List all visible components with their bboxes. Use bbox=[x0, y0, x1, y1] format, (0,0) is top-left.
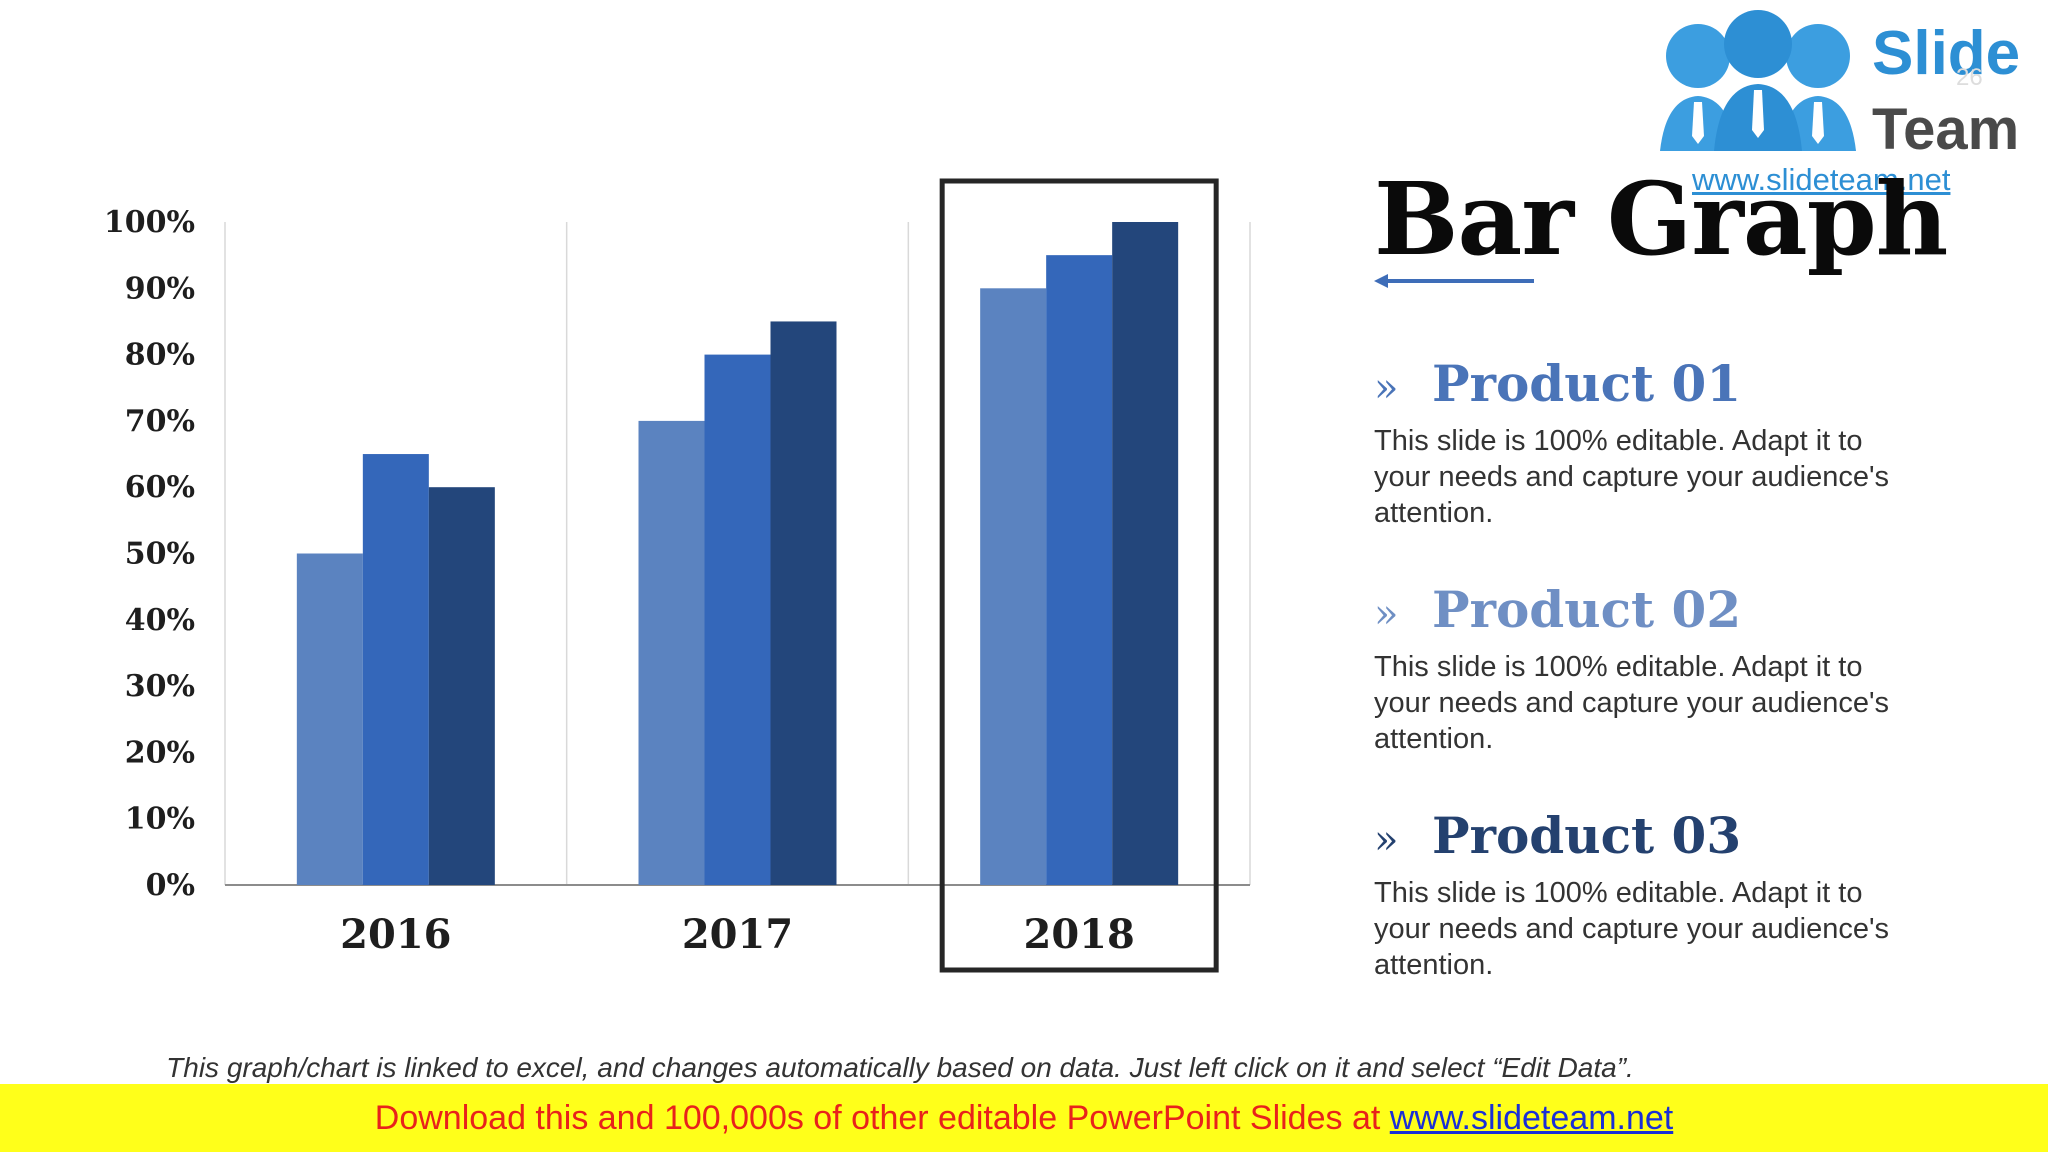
team-people-icon bbox=[1660, 10, 1856, 151]
bar-2018-series-1[interactable] bbox=[980, 288, 1047, 885]
chevron-right-icon: » bbox=[1374, 591, 1399, 637]
y-tick-label: 40% bbox=[125, 603, 195, 638]
bar-2016-series-2[interactable] bbox=[362, 454, 429, 885]
product-name: Product 01 bbox=[1432, 354, 1742, 413]
highlight-box bbox=[939, 178, 1219, 973]
product-02: » Product 02 This slide is 100% editable… bbox=[1374, 580, 1894, 757]
logo-url[interactable]: www.slideteam.net bbox=[1692, 162, 1951, 197]
x-tick-label: 2017 bbox=[682, 911, 793, 958]
y-tick-label: 80% bbox=[125, 338, 195, 373]
y-tick-label: 0% bbox=[146, 868, 195, 903]
product-01: » Product 01 This slide is 100% editable… bbox=[1374, 354, 1894, 531]
chart-footnote: This graph/chart is linked to excel, and… bbox=[166, 1052, 1634, 1083]
y-tick-label: 50% bbox=[125, 537, 195, 572]
product-description: This slide is 100% editable. Adapt it to… bbox=[1374, 425, 1889, 529]
y-tick-label: 20% bbox=[125, 735, 195, 770]
bar-2017-series-1[interactable] bbox=[638, 420, 705, 885]
logo-word-slide: Slide bbox=[1872, 19, 2021, 88]
bar-2018-series-2[interactable] bbox=[1046, 255, 1113, 885]
page-number: 26 bbox=[1956, 64, 1983, 91]
slide-title: Bar Graph bbox=[1374, 160, 1948, 278]
product-description: This slide is 100% editable. Adapt it to… bbox=[1374, 877, 1889, 981]
bar-2017-series-3[interactable] bbox=[770, 321, 837, 885]
bar-2017-series-2[interactable] bbox=[704, 354, 771, 886]
product-03: » Product 03 This slide is 100% editable… bbox=[1374, 806, 1894, 983]
logo-word-team: Team bbox=[1872, 97, 2020, 162]
y-tick-label: 100% bbox=[104, 205, 195, 240]
product-name: Product 02 bbox=[1432, 580, 1742, 639]
chevron-right-icon: » bbox=[1374, 817, 1399, 863]
y-tick-label: 70% bbox=[125, 404, 195, 439]
y-tick-label: 60% bbox=[125, 470, 195, 505]
y-tick-label: 30% bbox=[125, 669, 195, 704]
download-banner: Download this and 100,000s of other edit… bbox=[0, 1084, 2048, 1152]
banner-link[interactable]: www.slideteam.net bbox=[1389, 1099, 1674, 1137]
banner-text: Download this and 100,000s of other edit… bbox=[374, 1099, 1390, 1137]
left-arrow-icon bbox=[1374, 274, 1534, 288]
bar-chart: 0%10%20%30%40%50%60%70%80%90%100% 2016 20… bbox=[104, 178, 1251, 973]
x-axis-ticks: 2016 2017 2018 bbox=[340, 911, 1135, 958]
y-tick-label: 90% bbox=[125, 271, 195, 306]
x-tick-label: 2016 bbox=[340, 911, 451, 958]
highlight-box-group bbox=[939, 178, 1219, 973]
y-axis-ticks: 0% 10% 20% 30% 40% 50% 60% 70% 80% 90% 100% bbox=[104, 205, 195, 903]
bar-2016-series-1[interactable] bbox=[296, 553, 363, 886]
x-tick-label: 2018 bbox=[1024, 911, 1135, 958]
chevron-right-icon: » bbox=[1374, 365, 1399, 411]
product-description: This slide is 100% editable. Adapt it to… bbox=[1374, 651, 1889, 755]
product-name: Product 03 bbox=[1432, 806, 1742, 865]
chart-bars bbox=[296, 222, 1179, 886]
y-tick-label: 10% bbox=[125, 802, 195, 837]
slideteam-logo: Slide Team www.slideteam.net bbox=[1640, 0, 2040, 200]
bar-2018-series-3[interactable] bbox=[1112, 222, 1179, 885]
bar-2016-series-3[interactable] bbox=[428, 487, 495, 885]
